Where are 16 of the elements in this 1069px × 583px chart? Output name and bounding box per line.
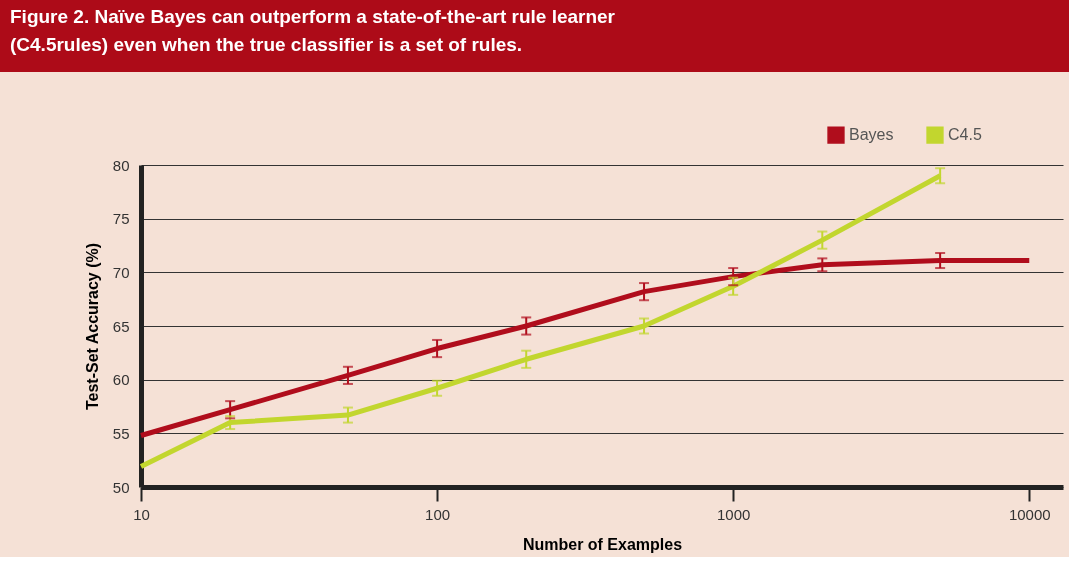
legend-label: C4.5	[948, 126, 982, 144]
y-tick-label: 65	[112, 317, 130, 335]
y-tick-label: 75	[112, 210, 130, 228]
legend-label: Bayes	[849, 126, 894, 144]
chart-title: Figure 2. Naïve Bayes can outperform a state-of-the-art rule learner (C4.5rules) even when the true classifier is a set of rules.	[10, 6, 616, 55]
x-tick-label: 10000	[1008, 505, 1051, 523]
x-axis-title: Number of Examples	[522, 535, 683, 553]
y-tick-label: 55	[112, 424, 130, 442]
x-tick-label: 10	[133, 505, 150, 523]
y-axis-title: Test-Set Accuracy (%)	[83, 242, 101, 411]
x-tick-label: 1000	[716, 505, 751, 523]
y-tick-label: 80	[112, 156, 130, 174]
y-tick-label: 60	[112, 371, 130, 389]
y-tick-label: 70	[112, 263, 130, 281]
x-tick-label: 100	[425, 505, 451, 523]
y-tick-label: 50	[112, 478, 130, 496]
